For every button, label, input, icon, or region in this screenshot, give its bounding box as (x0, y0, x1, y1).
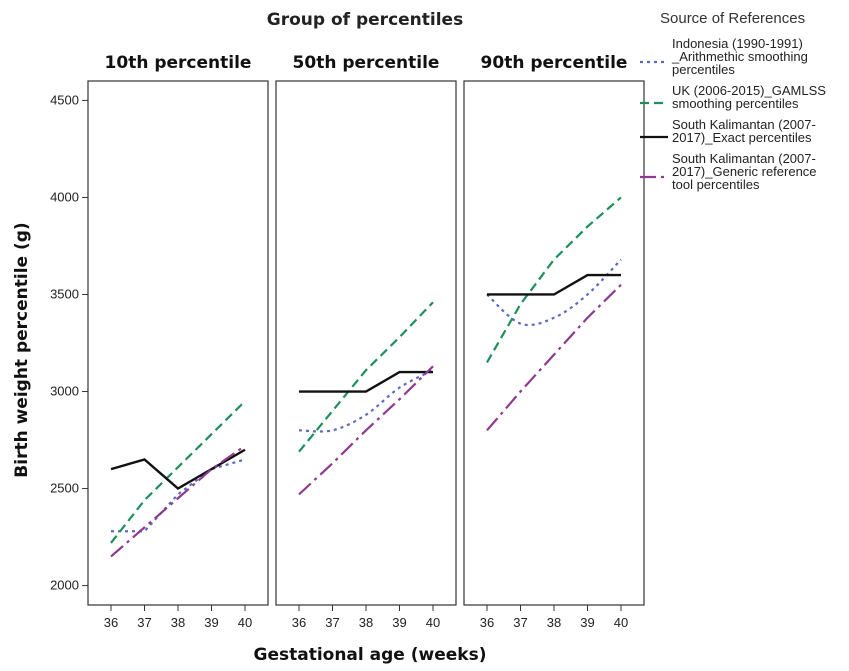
legend: Indonesia (1990-1991)_Arithmethic smooth… (640, 36, 826, 192)
panel-title: 10th percentile (105, 53, 252, 73)
x-tick-label: 39 (392, 615, 406, 630)
x-tick-label: 38 (547, 615, 561, 630)
chart-title: Group of percentiles (267, 10, 463, 30)
series-line-2 (110, 400, 246, 544)
series-line-4 (298, 365, 434, 496)
series-line-3 (487, 273, 621, 296)
panel-title: 50th percentile (293, 53, 440, 73)
y-axis-title: Birth weight percentile (g) (12, 222, 32, 477)
legend-label-line: 2017)_Exact percentiles (672, 130, 812, 145)
y-axis: 2000 2500 3000 3500 4000 4500 (50, 92, 88, 593)
legend-label-line: 2017)_Generic reference (672, 164, 817, 179)
series-line-3 (299, 370, 433, 393)
panels-group: 2000 2500 3000 3500 4000 4500 10th percentile 3… (50, 53, 645, 630)
x-tick-label: 40 (614, 615, 628, 630)
legend-label-line: UK (2006-2015)_GAMLSS (672, 83, 826, 98)
x-tick-label: 40 (238, 615, 252, 630)
x-tick-label: 40 (426, 615, 440, 630)
legend-title: Source of References (660, 10, 805, 27)
panel-frame (87, 80, 269, 606)
x-tick-label: 39 (580, 615, 594, 630)
x-tick-label: 38 (171, 615, 185, 630)
legend-entry-1: Indonesia (1990-1991)_Arithmethic smooth… (640, 36, 808, 77)
panel-1: 10th percentile 36 37 38 39 40 (87, 53, 269, 630)
x-tick-label: 37 (137, 615, 151, 630)
panel-2: 50th percentile 36 37 38 39 40 (275, 53, 457, 630)
panel-frame (275, 80, 457, 606)
panel-title: 90th percentile (481, 53, 628, 73)
y-tick-label: 2000 (50, 578, 79, 593)
panel-3: 90th percentile 36 37 38 39 40 (463, 53, 645, 630)
series-line-3 (110, 448, 246, 491)
x-tick-label: 38 (359, 615, 373, 630)
x-tick-label: 36 (292, 615, 306, 630)
legend-label-line: smoothing percentiles (672, 96, 799, 111)
x-tick-label: 36 (104, 615, 118, 630)
y-tick-label: 2500 (50, 481, 79, 496)
legend-label-line: _Arithmethic smoothing (671, 49, 808, 64)
series-line-4 (110, 444, 246, 558)
legend-entry-4: South Kalimantan (2007-2017)_Generic ref… (640, 151, 817, 192)
legend-label-line: South Kalimantan (2007- (672, 151, 816, 166)
x-tick-label: 39 (204, 615, 218, 630)
y-tick-label: 4500 (50, 92, 79, 107)
legend-entry-3: South Kalimantan (2007-2017)_Exact perce… (640, 117, 816, 145)
y-tick-label: 3000 (50, 384, 79, 399)
series-line-1 (486, 258, 622, 327)
y-tick-label: 4000 (50, 189, 79, 204)
panel-frame (463, 80, 645, 606)
x-tick-label: 37 (325, 615, 339, 630)
legend-label-line: tool percentiles (672, 177, 760, 192)
x-tick-label: 36 (480, 615, 494, 630)
series-line-2 (298, 301, 434, 453)
series-line-2 (486, 196, 622, 363)
y-tick-label: 3500 (50, 286, 79, 301)
legend-label-line: Indonesia (1990-1991) (672, 36, 803, 51)
series-line-1 (111, 458, 246, 533)
legend-label-line: South Kalimantan (2007- (672, 117, 816, 132)
series-line-4 (486, 283, 622, 432)
x-axis-title: Gestational age (weeks) (254, 645, 487, 665)
series-line-1 (298, 369, 434, 433)
legend-label-line: percentiles (672, 62, 735, 77)
x-tick-label: 37 (513, 615, 527, 630)
